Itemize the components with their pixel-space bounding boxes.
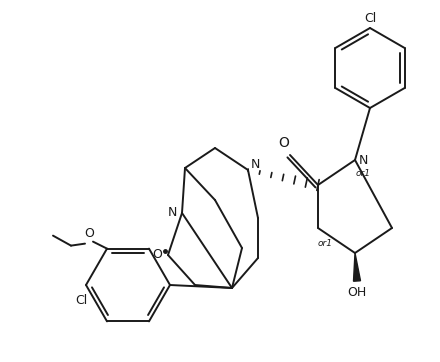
Text: OH: OH <box>347 286 367 299</box>
Polygon shape <box>353 253 360 281</box>
Text: O: O <box>84 227 94 240</box>
Text: or1: or1 <box>318 239 333 248</box>
Text: Cl: Cl <box>75 295 87 307</box>
Text: Cl: Cl <box>364 13 376 25</box>
Text: N: N <box>167 206 177 219</box>
Text: N: N <box>250 157 260 171</box>
Text: O: O <box>152 248 162 261</box>
Text: N: N <box>358 153 368 167</box>
Text: or1: or1 <box>356 168 371 177</box>
Text: O: O <box>279 136 290 150</box>
